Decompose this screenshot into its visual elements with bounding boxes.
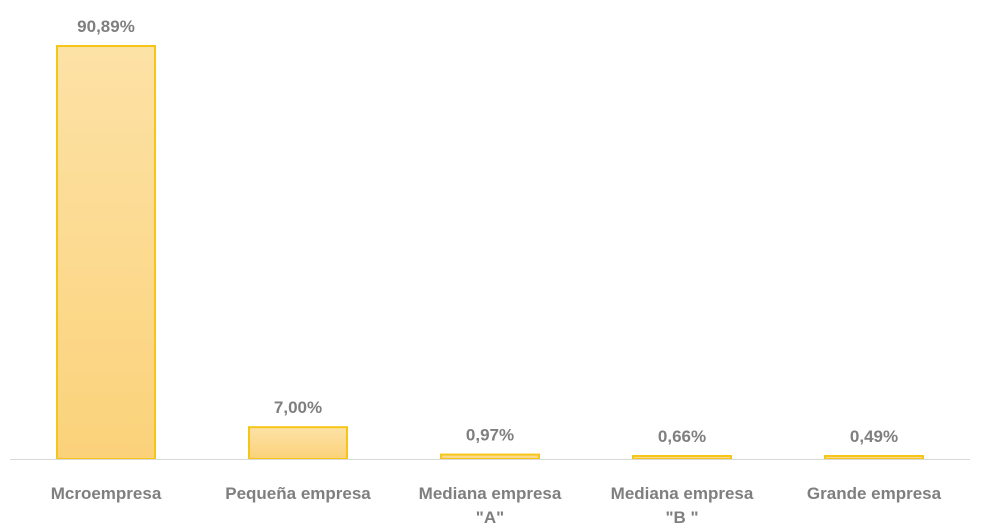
data-label: 90,89% — [77, 17, 135, 36]
bar — [440, 453, 540, 461]
x-tick-label: Mediana empresa — [419, 484, 562, 503]
bar — [248, 426, 348, 461]
bar — [56, 45, 156, 460]
x-tick-label: Mediana empresa — [611, 484, 754, 503]
data-label: 0,49% — [850, 427, 898, 446]
x-tick-label: Pequeña empresa — [225, 484, 371, 503]
data-label: 0,97% — [466, 426, 514, 445]
labels-layer: 90,89% Mcroempresa 7,00% Pequeña empresa 0,9… — [51, 17, 942, 527]
data-label: 0,66% — [658, 427, 706, 446]
x-tick-label: "B " — [665, 508, 698, 526]
x-tick-label: "A" — [476, 508, 504, 526]
data-label: 7,00% — [274, 398, 322, 417]
bars-layer — [56, 45, 924, 461]
bar — [632, 455, 732, 460]
bar — [824, 455, 924, 460]
x-tick-label: Mcroempresa — [51, 484, 162, 503]
x-tick-label: Grande empresa — [807, 484, 942, 503]
